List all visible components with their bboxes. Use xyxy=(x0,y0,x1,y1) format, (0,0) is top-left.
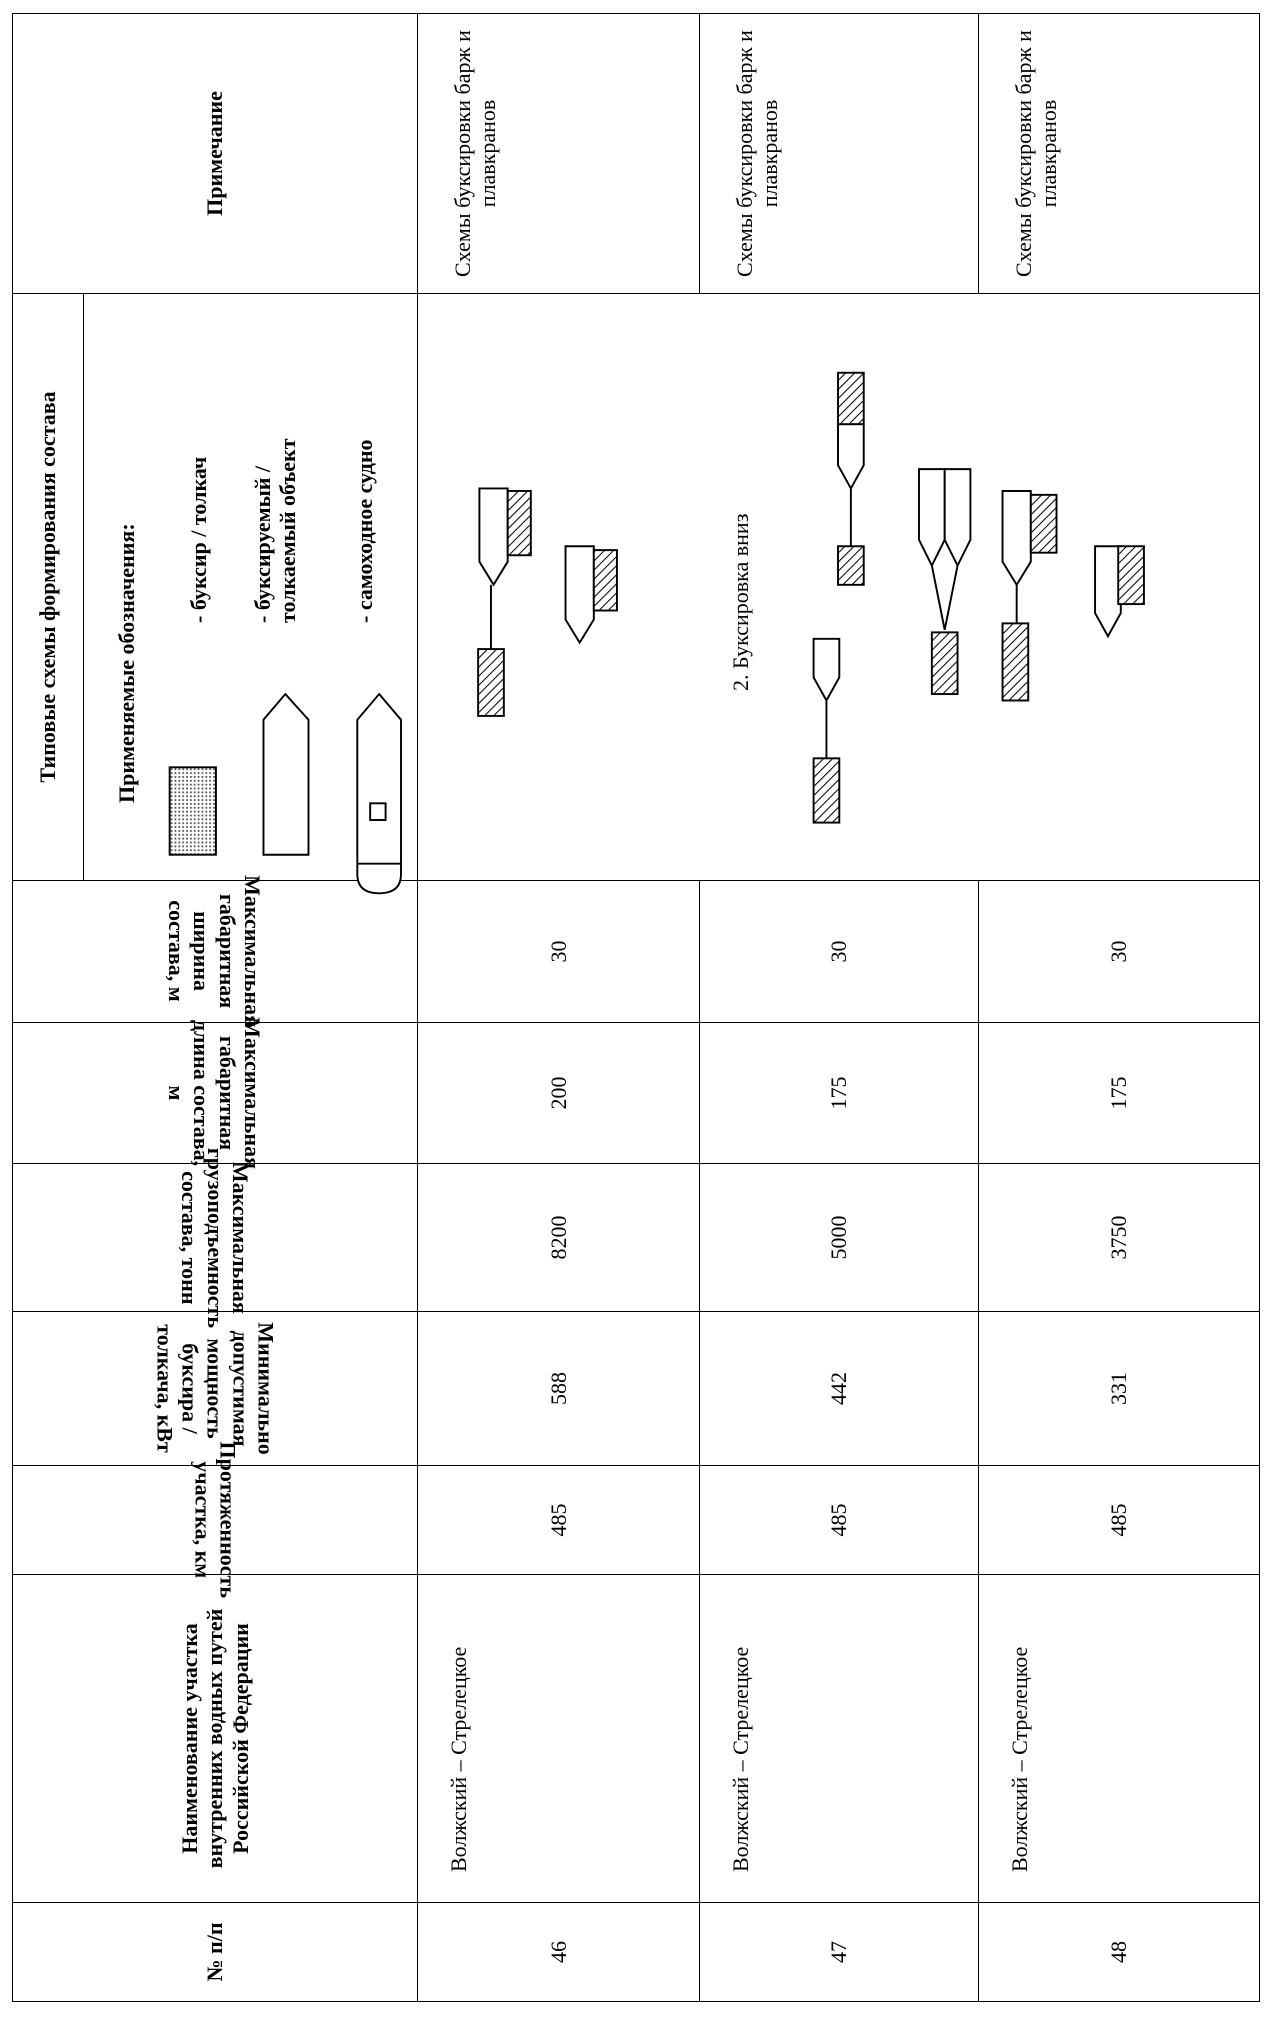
data-cell-text: Схемы буксировки барж и плавкранов xyxy=(732,30,783,277)
header-cell-text: Максимальная габаритная ширина состава, … xyxy=(164,875,266,1028)
data-cell-text: 485 xyxy=(1106,1503,1132,1537)
data-cell: Схемы буксировки барж и плавкранов xyxy=(978,13,1260,294)
data-cell-text: 200 xyxy=(545,1076,571,1110)
data-cell-text: 442 xyxy=(826,1372,852,1405)
header-cell-text: Минимально допустимая мощность буксира /… xyxy=(152,1322,279,1455)
scheme-caption: 2. Буксировка вниз xyxy=(728,513,753,691)
data-cell-text: 3750 xyxy=(1106,1215,1132,1260)
data-cell-text: 175 xyxy=(1106,1076,1132,1110)
data-cell: 48 xyxy=(978,1902,1260,2002)
header-cell: Наименование участка внутренних водных п… xyxy=(12,1574,418,1903)
data-cell: 30 xyxy=(978,880,1260,1023)
data-cell-text: Волжский – Стрелецкое xyxy=(1007,1646,1032,1872)
data-cell-text: Волжский – Стрелецкое xyxy=(446,1646,471,1872)
legend-text: - буксир / толкач xyxy=(186,456,211,623)
data-cell-text: 30 xyxy=(1106,940,1132,963)
header-cell: Протяженность участка, км xyxy=(12,1442,418,1598)
data-cell: Волжский – Стрелецкое xyxy=(978,1574,1260,1903)
header-cell-text: Примечание xyxy=(202,91,228,216)
data-cell: 46 xyxy=(417,1902,700,2002)
header-cell-text: Типовые схемы формирования состава xyxy=(35,391,61,783)
scheme-cell xyxy=(417,293,1260,881)
header-cell: Минимально допустимая мощность буксира /… xyxy=(12,1311,418,1466)
legend-text: - самоходное судно xyxy=(352,439,377,624)
data-cell: Волжский – Стрелецкое xyxy=(699,1574,979,1903)
header-cell-text: Максимальная грузоподъемность состава, т… xyxy=(177,1147,253,1328)
data-cell-text: 46 xyxy=(545,1941,571,1963)
data-cell: 5000 xyxy=(699,1163,979,1312)
header-cell: Максимальная габаритная ширина состава, … xyxy=(12,876,418,1027)
header-cell: Типовые схемы формирования состава xyxy=(12,293,84,881)
data-cell: 3750 xyxy=(978,1163,1260,1312)
data-cell: 30 xyxy=(417,880,700,1023)
header-cell: Примечание xyxy=(12,13,418,294)
data-cell-text: 30 xyxy=(826,940,852,963)
data-cell-text: 48 xyxy=(1106,1941,1132,1963)
legend-text: - буксируемый / толкаемый объект xyxy=(250,438,301,623)
data-cell-text: 485 xyxy=(545,1503,571,1537)
header-cell: Максимальная габаритная длина состава, м xyxy=(12,1017,418,1169)
data-cell: 485 xyxy=(699,1465,979,1575)
data-cell-text: 8200 xyxy=(545,1215,571,1260)
data-cell: Волжский – Стрелецкое xyxy=(417,1574,700,1903)
data-cell-text: 47 xyxy=(826,1941,852,1963)
header-cell: № п/п xyxy=(12,1902,418,2002)
data-cell: 47 xyxy=(699,1902,979,2002)
data-cell: 200 xyxy=(417,1022,700,1164)
header-cell-text: Наименование участка внутренних водных п… xyxy=(177,1608,253,1869)
data-cell-text: Схемы буксировки барж и плавкранов xyxy=(450,30,501,277)
data-cell: 485 xyxy=(978,1465,1260,1575)
data-cell: 175 xyxy=(978,1022,1260,1164)
data-cell: Схемы буксировки барж и плавкранов xyxy=(417,13,700,294)
data-cell: Схемы буксировки барж и плавкранов xyxy=(699,13,979,294)
data-cell: 331 xyxy=(978,1311,1260,1466)
data-cell-text: 331 xyxy=(1106,1372,1132,1405)
header-cell: Максимальная грузоподъемность состава, т… xyxy=(12,1147,418,1328)
data-cell-text: 588 xyxy=(545,1372,571,1405)
data-cell-text: 485 xyxy=(826,1503,852,1537)
data-cell: 442 xyxy=(699,1311,979,1466)
header-cell-text: Максимальная габаритная длина состава, м xyxy=(164,1017,266,1169)
data-cell-text: 30 xyxy=(545,940,571,963)
data-cell-text: 175 xyxy=(826,1076,852,1110)
data-cell-text: 5000 xyxy=(826,1215,852,1260)
data-cell: 485 xyxy=(417,1465,700,1575)
data-cell: 175 xyxy=(699,1022,979,1164)
header-cell-text: № п/п xyxy=(202,1922,228,1982)
data-cell-text: Волжский – Стрелецкое xyxy=(728,1646,753,1872)
data-cell-text: Схемы буксировки барж и плавкранов xyxy=(1011,30,1062,277)
legend-text: Применяемые обозначения: xyxy=(114,523,139,803)
data-cell: 30 xyxy=(699,880,979,1023)
data-cell: 8200 xyxy=(417,1163,700,1312)
data-cell: 588 xyxy=(417,1311,700,1466)
